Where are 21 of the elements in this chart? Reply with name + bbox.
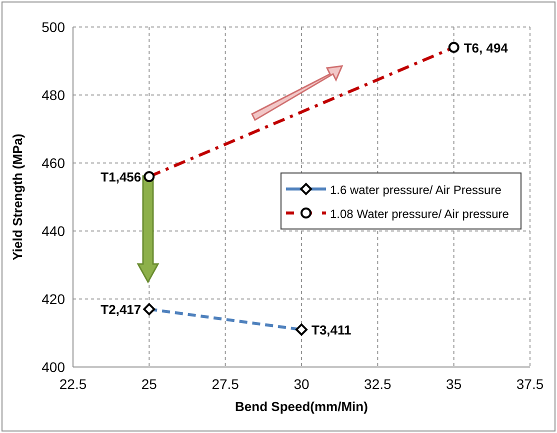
data-label: T1,456: [100, 170, 142, 185]
legend-label: 1.08 Water pressure/ Air pressure: [330, 207, 510, 221]
y-tick-label: 420: [42, 291, 66, 307]
x-tick-label: 27.5: [212, 376, 240, 392]
x-tick-label: 32.5: [364, 376, 392, 392]
x-tick-label: 22.5: [59, 376, 87, 392]
data-label: T6, 494: [464, 40, 509, 56]
y-tick-label: 500: [42, 19, 66, 35]
x-axis-title: Bend Speed(mm/Min): [235, 399, 368, 414]
x-tick-label: 30: [294, 376, 310, 392]
legend-label: 1.6 water pressure/ Air Pressure: [330, 183, 502, 197]
y-axis-title: Yield Strength (MPa): [10, 134, 25, 260]
y-tick-label: 480: [42, 87, 66, 103]
x-tick-label: 37.5: [516, 376, 544, 392]
data-label: T3,411: [312, 322, 352, 338]
x-tick-label: 35: [446, 376, 462, 392]
y-tick-label: 400: [42, 359, 66, 375]
data-label: T2,417: [100, 302, 142, 318]
y-tick-label: 440: [42, 223, 66, 239]
y-tick-label: 460: [42, 155, 66, 171]
x-tick-label: 25: [141, 376, 158, 392]
